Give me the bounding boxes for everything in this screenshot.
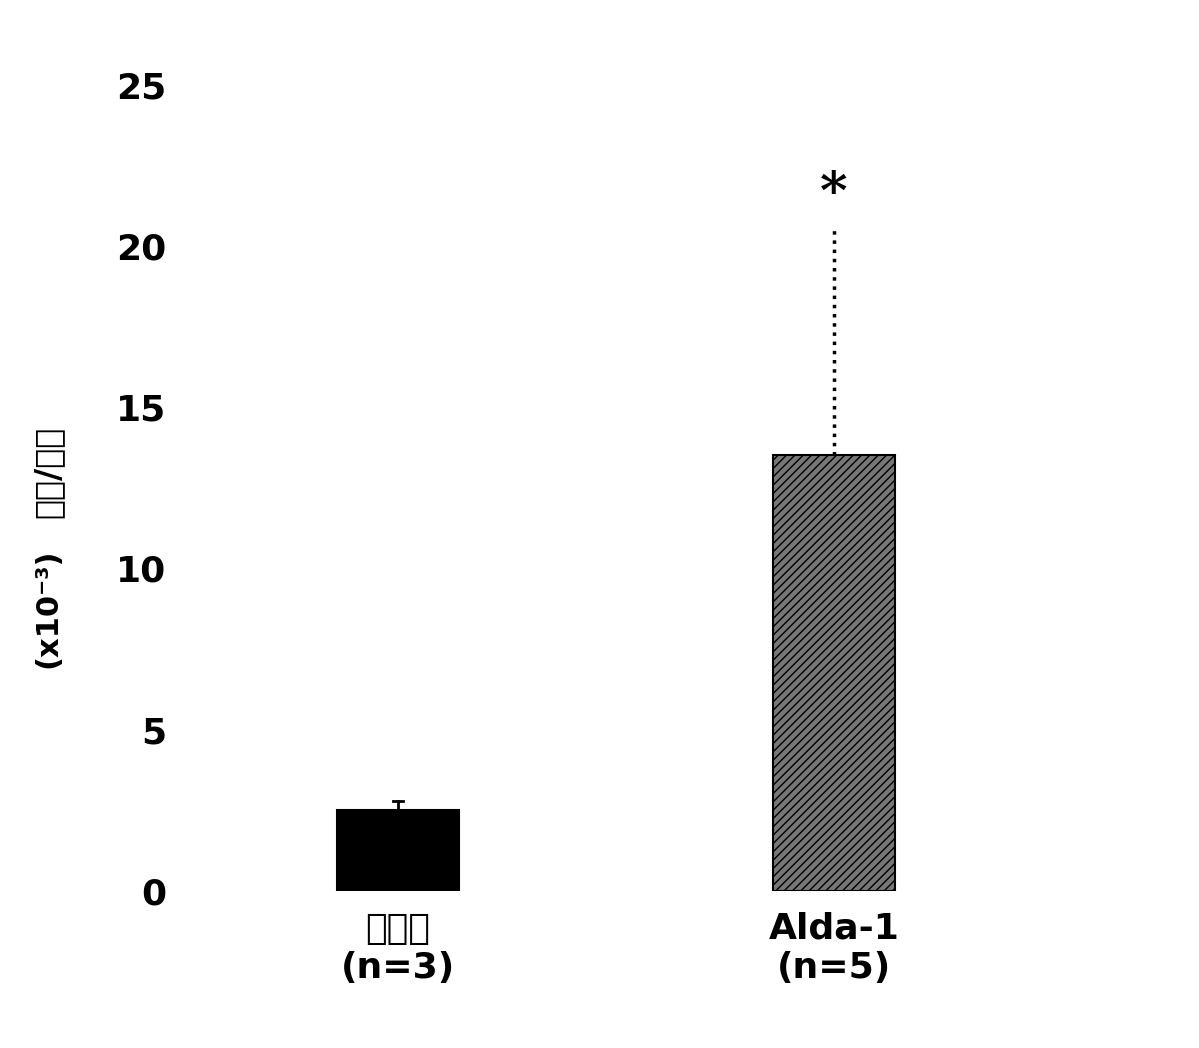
Bar — [773, 456, 894, 891]
Bar — [337, 810, 459, 891]
Text: (x10⁻³): (x10⁻³) — [34, 548, 62, 668]
Text: 细胞/腿部: 细胞/腿部 — [31, 425, 65, 518]
Text: *: * — [820, 169, 848, 220]
